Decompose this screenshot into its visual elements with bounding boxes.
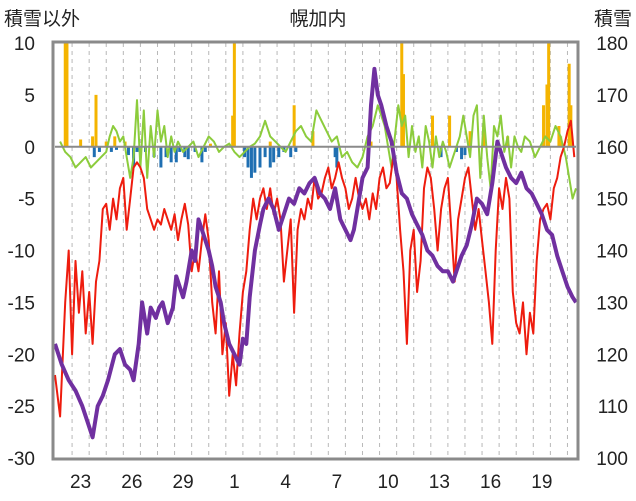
- precip-bar: [268, 146, 272, 168]
- right-axis-label: 積雪: [594, 8, 632, 30]
- precip-bar: [460, 146, 464, 160]
- sunshine-bar: [311, 131, 315, 147]
- precip-bar: [164, 146, 168, 158]
- x-tick-label: 19: [531, 472, 552, 493]
- right-tick-label: 140: [596, 242, 628, 263]
- right-tick-label: 170: [596, 86, 628, 107]
- precip-bar: [92, 146, 96, 158]
- sunshine-bar: [65, 43, 69, 147]
- left-tick-label: 5: [24, 86, 35, 107]
- right-tick-label: 120: [596, 345, 628, 366]
- sunshine-bar: [113, 136, 117, 147]
- x-tick-label: 23: [70, 472, 91, 493]
- right-tick-label: 100: [596, 449, 628, 470]
- sunshine-bar: [542, 105, 546, 147]
- sunshine-bar: [79, 139, 83, 147]
- sunshine-bar: [104, 141, 108, 147]
- grid: [71, 43, 568, 458]
- right-tick-label: 110: [598, 397, 628, 418]
- precip-bar: [246, 146, 250, 168]
- x-tick-label: 1: [229, 472, 240, 493]
- left-tick-label: -5: [18, 190, 35, 211]
- precip-bar: [289, 146, 293, 158]
- sunshine-bar: [268, 141, 272, 147]
- precip-bar: [135, 146, 139, 152]
- series-lines: [53, 66, 578, 440]
- sunshine-bar: [559, 136, 563, 147]
- x-tick-label: 4: [280, 472, 291, 493]
- sunshine-bar: [63, 43, 67, 147]
- precip-bar: [253, 146, 257, 173]
- sunshine-bar: [431, 115, 435, 147]
- sunshine-bar: [91, 136, 95, 147]
- plot-frame: [51, 40, 580, 461]
- left-tick-label: -10: [8, 242, 35, 263]
- precip-bar: [97, 146, 101, 152]
- x-tick-label: 29: [173, 472, 194, 493]
- chart-title: 幌加内: [289, 8, 346, 30]
- right-tick-label: 180: [596, 34, 628, 55]
- precip-bar: [294, 146, 298, 152]
- left-tick-label: 10: [14, 34, 35, 55]
- precip-bar: [174, 146, 178, 163]
- precip-bar: [169, 146, 173, 163]
- left-tick-label: -25: [8, 397, 35, 418]
- left-tick-label: 0: [24, 138, 35, 159]
- precip-bar: [249, 146, 253, 178]
- x-tick-label: 7: [332, 472, 343, 493]
- sunshine-bar: [231, 115, 235, 147]
- sunshine-bar: [401, 74, 405, 147]
- precip-bar: [178, 146, 182, 152]
- tick-labels: 10 5 0 -5 -10 -15 -20 -25 -30 180 170 160 150 140 130 1…: [8, 34, 628, 493]
- x-tick-label: 13: [429, 472, 450, 493]
- right-tick-label: 130: [596, 293, 628, 314]
- precip-bar: [258, 146, 262, 168]
- precip-bar: [126, 146, 130, 156]
- left-tick-label: -15: [8, 293, 35, 314]
- precip-bar: [200, 146, 204, 163]
- precip-bar: [203, 146, 207, 152]
- precip-bar: [183, 146, 187, 158]
- x-tick-label: 26: [121, 472, 142, 493]
- sunshine-bar: [94, 94, 98, 147]
- precip-bar: [186, 146, 190, 160]
- sunshine-bar: [400, 43, 404, 147]
- precip-bar: [277, 146, 281, 158]
- precip-bar: [463, 146, 467, 156]
- precip-bar: [114, 146, 118, 150]
- precip-bar: [335, 146, 339, 168]
- sunshine-bar: [482, 126, 486, 147]
- x-tick-label: 10: [378, 472, 399, 493]
- left-axis-label: 積雪以外: [4, 8, 80, 30]
- sunshine-bar: [448, 115, 452, 147]
- precip-bar: [272, 146, 276, 163]
- left-tick-label: -30: [8, 449, 35, 470]
- sunshine-bar: [567, 63, 571, 147]
- right-tick-label: 150: [596, 190, 628, 211]
- sunshine-bar: [232, 43, 236, 147]
- sunshine-bar: [557, 126, 561, 147]
- sunshine-bar: [369, 141, 373, 147]
- right-tick-label: 160: [596, 138, 628, 159]
- precip-bar: [263, 146, 267, 158]
- sunshine-bar: [545, 84, 549, 147]
- sunshine-bar: [468, 131, 472, 147]
- sunshine-bar: [547, 43, 551, 147]
- precip-bar: [333, 146, 337, 158]
- precip-bar: [159, 146, 163, 168]
- precip-bar: [109, 146, 113, 152]
- snow-line: [53, 66, 578, 440]
- sunshine-bar: [208, 143, 212, 147]
- sunshine-bar: [292, 105, 296, 147]
- x-tick-label: 16: [480, 472, 501, 493]
- left-tick-label: -20: [8, 345, 35, 366]
